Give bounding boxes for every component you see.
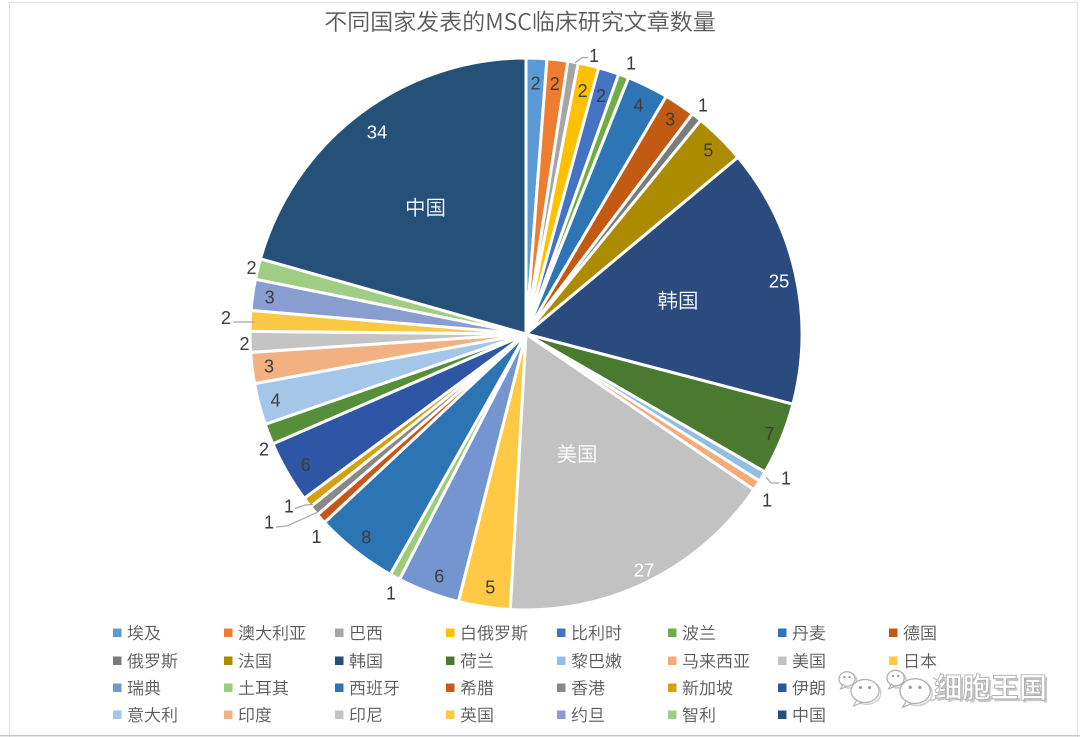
svg-text:2: 2 xyxy=(578,81,588,101)
svg-text:1: 1 xyxy=(762,491,772,511)
svg-text:2: 2 xyxy=(221,308,231,328)
svg-text:1: 1 xyxy=(589,46,599,66)
svg-text:5: 5 xyxy=(485,578,495,598)
svg-text:6: 6 xyxy=(434,567,444,587)
svg-text:1: 1 xyxy=(781,469,791,489)
svg-text:2: 2 xyxy=(550,74,560,94)
svg-text:5: 5 xyxy=(703,141,713,161)
svg-text:2: 2 xyxy=(596,86,606,106)
svg-text:1: 1 xyxy=(386,584,396,604)
svg-text:34: 34 xyxy=(367,122,388,143)
svg-text:1: 1 xyxy=(284,497,294,517)
svg-text:1: 1 xyxy=(698,96,708,116)
svg-text:1: 1 xyxy=(264,513,274,533)
svg-text:7: 7 xyxy=(764,424,774,444)
svg-text:25: 25 xyxy=(769,271,790,292)
svg-text:3: 3 xyxy=(265,288,275,308)
svg-text:8: 8 xyxy=(361,528,371,548)
svg-text:2: 2 xyxy=(246,258,256,278)
svg-text:2: 2 xyxy=(259,440,269,460)
svg-text:1: 1 xyxy=(311,527,321,547)
svg-text:4: 4 xyxy=(633,96,643,116)
svg-text:2: 2 xyxy=(239,334,249,354)
svg-text:3: 3 xyxy=(665,109,675,129)
svg-text:1: 1 xyxy=(626,54,636,74)
svg-text:27: 27 xyxy=(634,560,655,581)
svg-text:6: 6 xyxy=(301,455,311,475)
svg-text:3: 3 xyxy=(264,357,274,377)
svg-text:4: 4 xyxy=(270,390,280,410)
svg-text:2: 2 xyxy=(531,74,541,94)
